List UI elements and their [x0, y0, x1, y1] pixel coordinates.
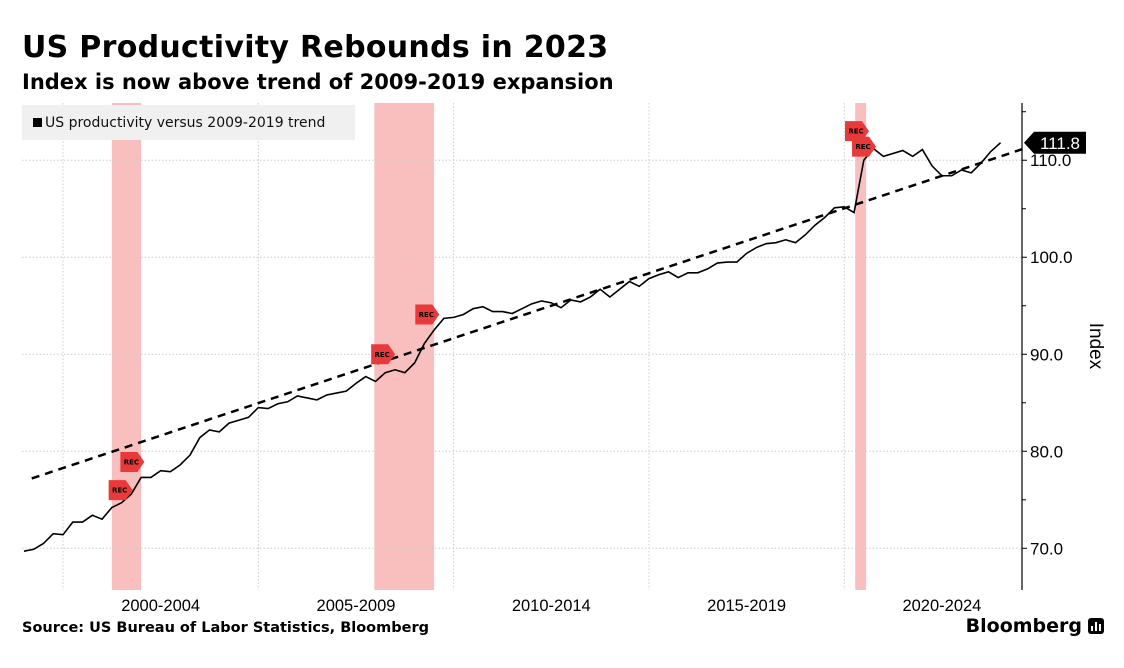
legend-label: US productivity versus 2009-2019 trend — [45, 114, 326, 131]
y-tick-label: 80.0 — [1030, 442, 1063, 461]
productivity-line — [23, 142, 1002, 552]
chart-title: US Productivity Rebounds in 2023 — [22, 30, 609, 65]
brand-name: Bloomberg — [965, 615, 1082, 637]
trend-line — [31, 147, 1025, 480]
y-tick-label: 100.0 — [1030, 248, 1073, 267]
recession-marker-label: REC — [848, 128, 863, 136]
recession-band — [111, 103, 142, 590]
recession-marker — [844, 121, 869, 142]
recession-marker-label: REC — [855, 143, 870, 151]
last-value-label: 111.8 — [1040, 134, 1080, 153]
recession-marker — [108, 480, 133, 501]
x-tick-label: 2000-2004 — [121, 597, 200, 615]
x-tick-label: 2010-2014 — [512, 597, 591, 615]
legend: US productivity versus 2009-2019 trend — [22, 105, 355, 140]
y-tick-label: 110.0 — [1030, 151, 1071, 170]
x-tick-label: 2020-2024 — [902, 597, 981, 615]
last-value-tag — [1024, 131, 1086, 154]
recession-marker-label: REC — [375, 351, 390, 359]
recession-marker-label: REC — [124, 458, 139, 466]
y-tick-label: 90.0 — [1030, 345, 1063, 364]
x-tick-label: 2005-2009 — [317, 597, 396, 615]
recession-marker — [120, 451, 145, 472]
recession-marker — [415, 304, 440, 325]
x-tick-label: 2015-2019 — [707, 597, 786, 615]
recession-marker — [371, 344, 396, 365]
y-tick-label: 70.0 — [1030, 539, 1063, 558]
recession-marker — [852, 136, 877, 157]
bloomberg-logo: Bloomberg — [966, 615, 1104, 637]
chart-subtitle: Index is now above trend of 2009-2019 ex… — [22, 70, 614, 94]
recession-marker-label: REC — [419, 311, 434, 319]
y-axis-label: Index — [1085, 323, 1106, 370]
recession-marker-label: REC — [112, 487, 127, 495]
legend-swatch — [33, 118, 42, 127]
recession-band — [855, 103, 867, 590]
source-note: Source: US Bureau of Labor Statistics, B… — [22, 620, 429, 636]
bloomberg-terminal-icon — [1088, 618, 1104, 634]
